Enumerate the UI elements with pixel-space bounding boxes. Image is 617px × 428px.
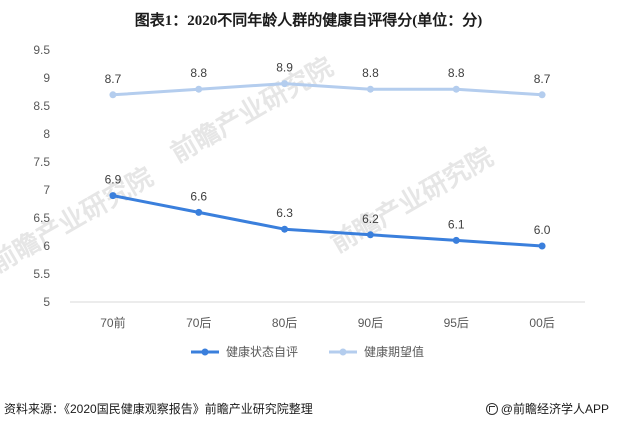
data-label: 8.9 [276,61,293,75]
chart-title: 图表1：2020不同年龄人群的健康自评得分(单位：分) [134,13,483,29]
footer: 资料来源：《2020国民健康观察报告》前瞻产业研究院整理 @前瞻经济学人APP [0,400,617,422]
data-point [538,91,546,99]
brand-label: @前瞻经济学人APP [500,402,609,416]
data-point [452,236,460,244]
data-point [195,208,203,216]
legend-label: 健康期望值 [364,344,424,359]
x-tick-label: 80后 [272,316,297,330]
data-point [281,80,289,88]
series-line [112,194,543,248]
y-tick-label: 5.5 [33,267,50,281]
data-label: 8.8 [190,66,207,80]
data-point [366,85,374,93]
x-tick-label: 70前 [100,315,125,330]
y-tick-label: 7.5 [33,155,50,169]
data-label: 8.8 [362,66,379,80]
y-tick-label: 8.5 [33,99,50,113]
data-label: 6.9 [105,173,122,187]
data-point [109,91,117,99]
data-label: 6.1 [448,217,465,231]
y-tick-label: 9 [43,71,50,85]
data-label: 6.3 [276,206,293,220]
x-tick-label: 95后 [444,316,469,330]
line-chart: 5 5.5 6 6.5 7 7.5 8 8.5 9 9.5 70前 70后 80后 90后 95后 00后 8.… [33,43,585,359]
y-tick-label: 6 [43,239,50,253]
source-note: 资料来源：《2020国民健康观察报告》前瞻产业研究院整理 [4,402,313,416]
data-label: 8.7 [534,72,551,86]
data-point [109,192,117,200]
series-line [112,82,543,97]
x-tick-label: 70后 [186,316,211,330]
legend-marker [339,348,347,356]
x-tick-label: 90后 [358,316,383,330]
y-tick-label: 9.5 [33,43,50,57]
data-point [538,242,546,250]
y-tick-label: 8 [43,127,50,141]
x-tick-label: 00后 [529,316,554,330]
y-tick-label: 5 [43,295,50,309]
y-tick-label: 7 [43,183,50,197]
data-label: 6.0 [534,223,551,237]
data-label: 6.2 [362,212,379,226]
legend-label: 健康状态自评 [226,344,298,359]
data-label: 6.6 [190,189,207,203]
data-point [195,85,203,93]
brand-logo-icon [485,402,498,415]
data-label: 8.7 [105,72,122,86]
data-point [281,225,289,233]
y-tick-label: 6.5 [33,211,50,225]
data-point [366,231,374,239]
brand: @前瞻经济学人APP [485,400,609,417]
data-point [452,85,460,93]
data-label: 8.8 [448,66,465,80]
legend-marker [201,348,209,356]
